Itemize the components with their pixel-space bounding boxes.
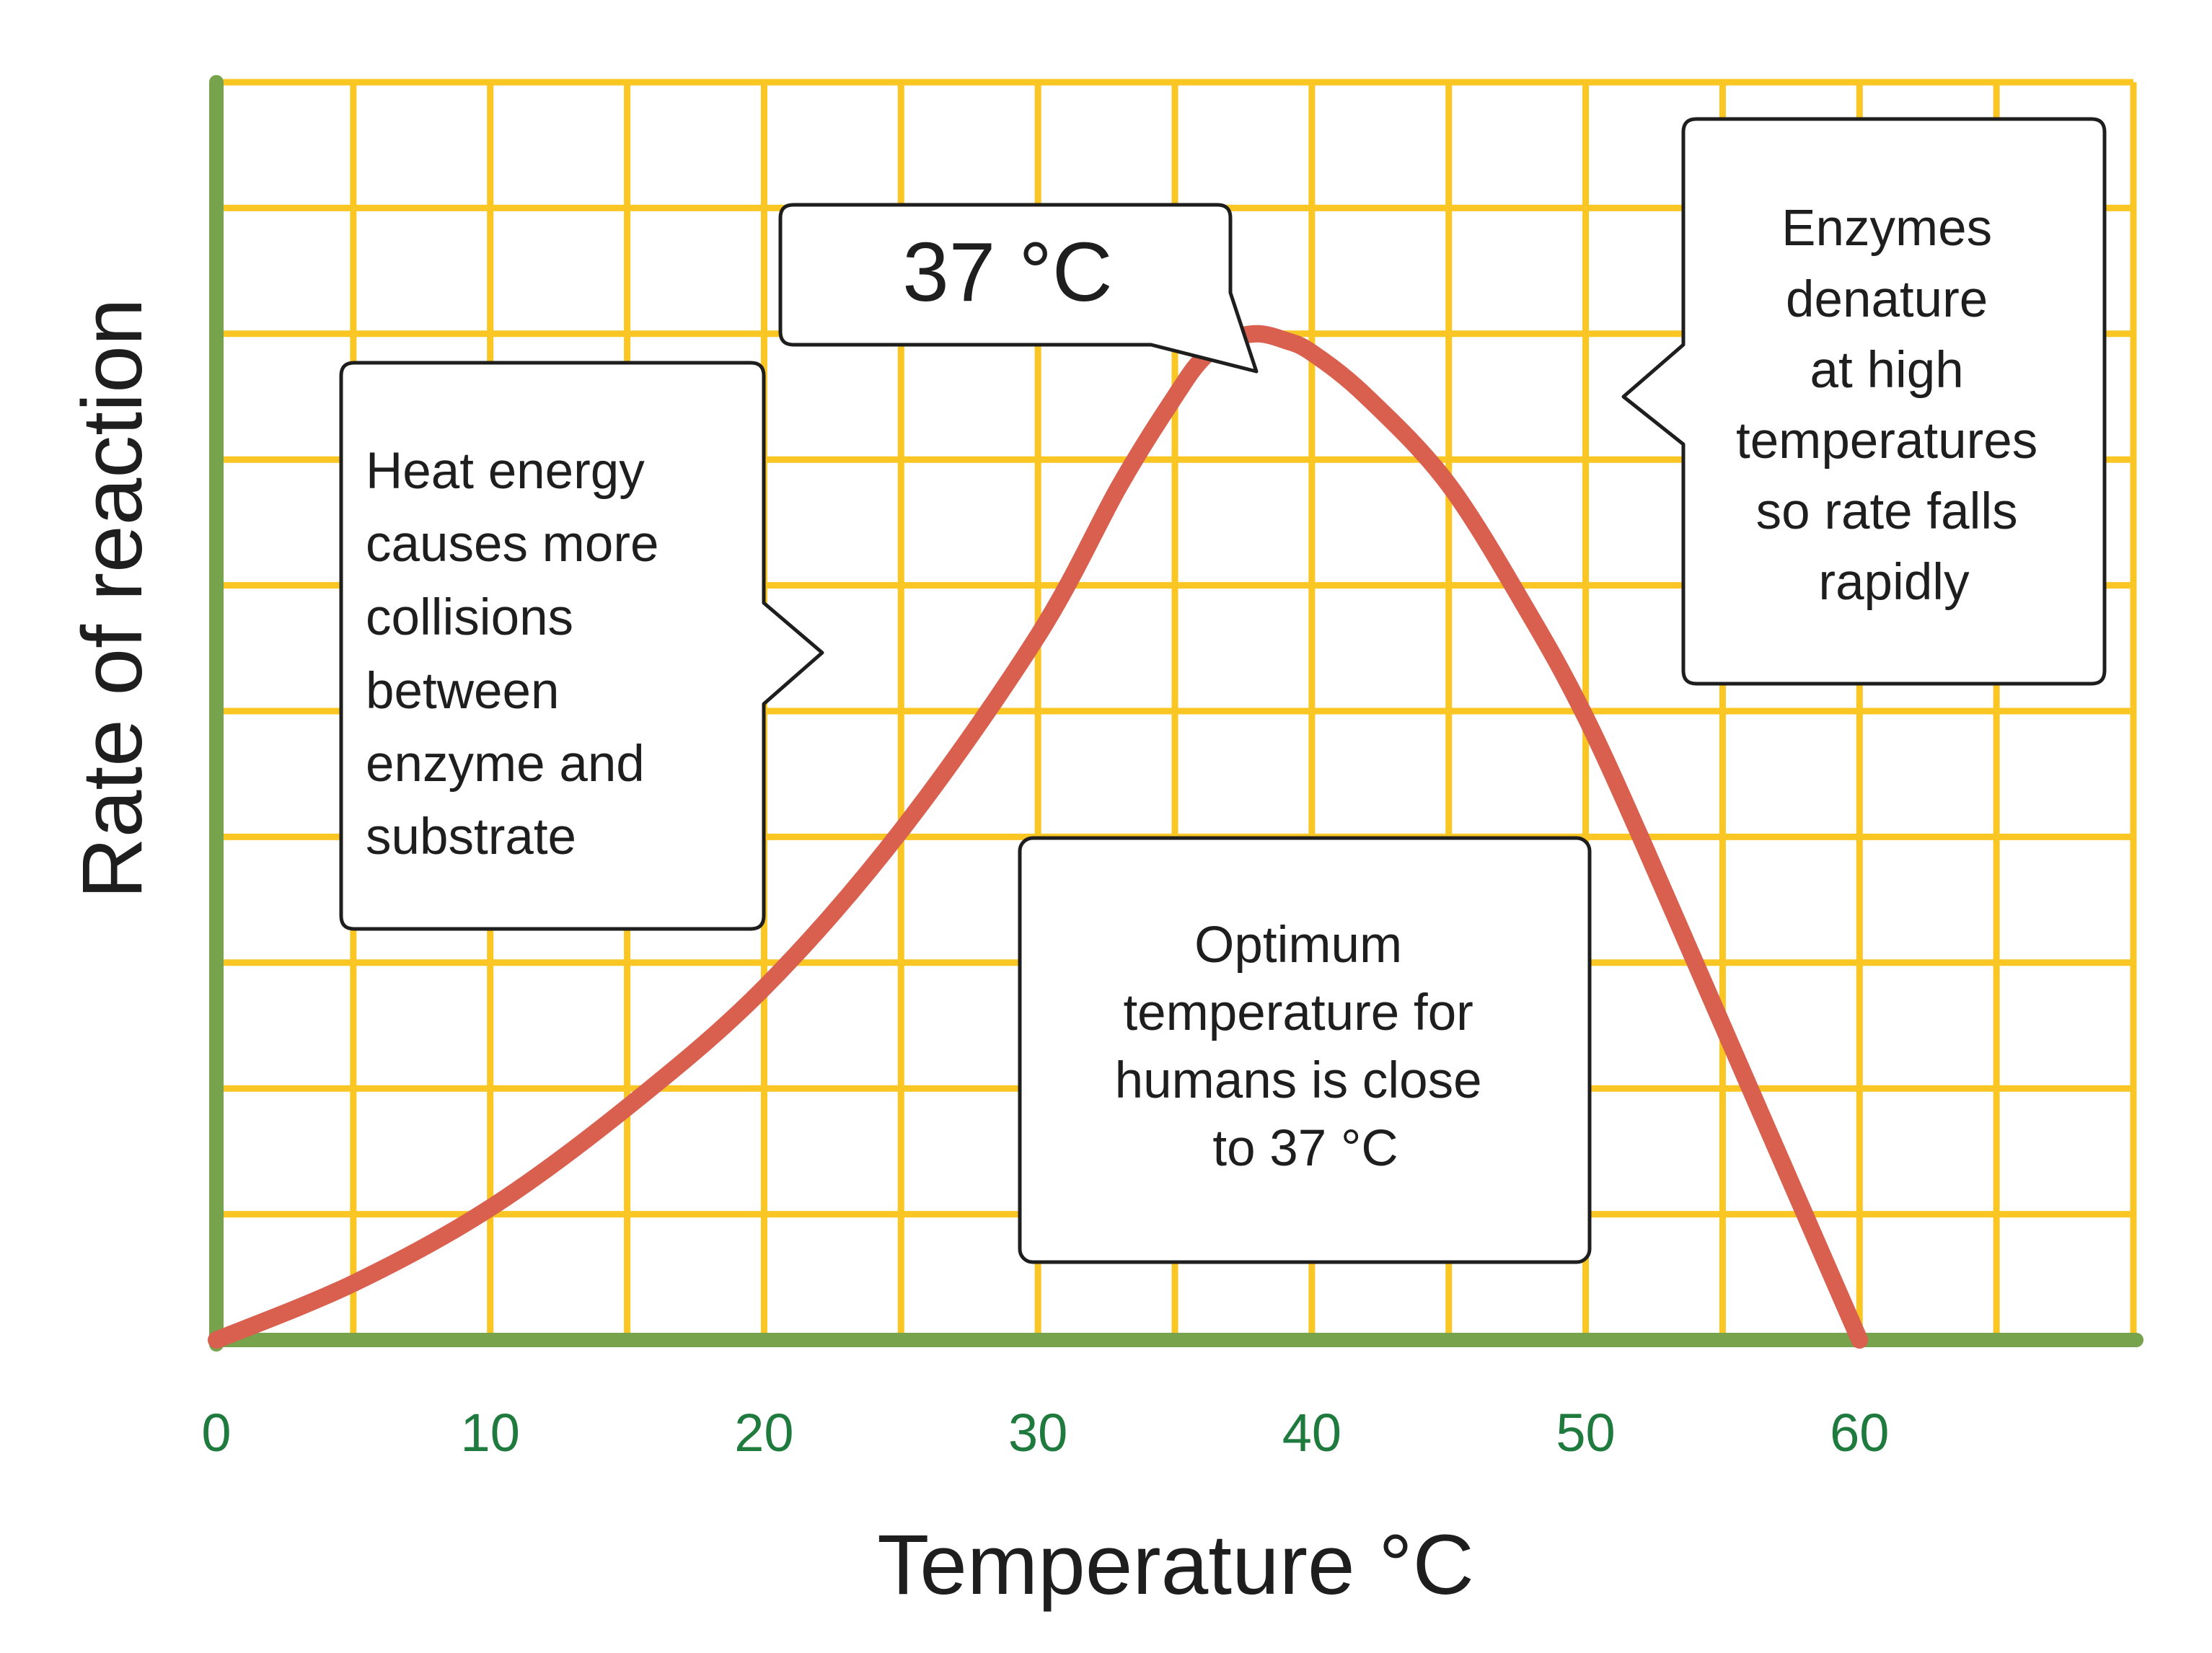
y-axis-title: Rate of reaction xyxy=(65,298,160,899)
right-note-callout: Enzymes denature at high temperatures so… xyxy=(1621,117,2107,686)
left-note-text: Heat energy causes more collisions betwe… xyxy=(366,443,673,865)
x-tick-label: 0 xyxy=(201,1403,231,1463)
center-note-callout: Optimum temperature for humans is close … xyxy=(1018,836,1592,1264)
axes xyxy=(209,75,2143,1352)
x-tick-labels: 0 10 20 30 40 50 60 xyxy=(201,1403,1889,1463)
peak-label: 37 °C xyxy=(902,225,1112,319)
peak-callout: 37 °C xyxy=(778,203,1259,374)
x-tick-label: 10 xyxy=(461,1403,520,1463)
right-note-text: Enzymes denature at high temperatures so… xyxy=(1736,200,2052,611)
x-tick-label: 50 xyxy=(1556,1403,1615,1463)
x-tick-label: 40 xyxy=(1282,1403,1341,1463)
x-tick-label: 60 xyxy=(1830,1403,1889,1463)
left-note-callout: Heat energy causes more collisions betwe… xyxy=(339,361,824,931)
center-note-text: Optimum temperature for humans is close … xyxy=(1115,917,1497,1177)
x-axis-title: Temperature °C xyxy=(877,1517,1474,1613)
x-tick-label: 30 xyxy=(1008,1403,1067,1463)
x-tick-label: 20 xyxy=(734,1403,793,1463)
